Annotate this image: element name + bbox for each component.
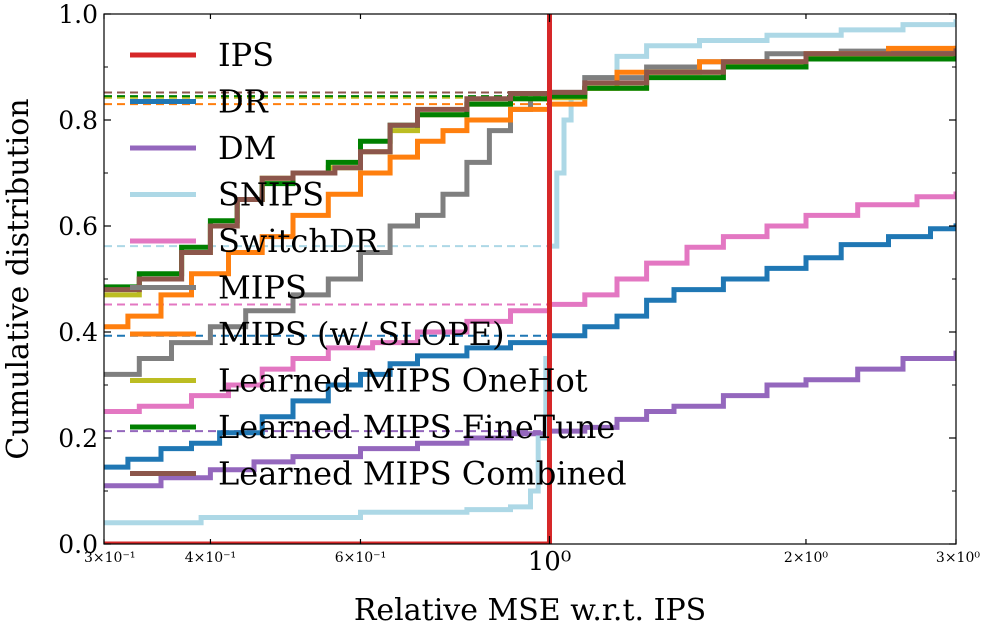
curve-dr (104, 223, 956, 470)
legend-label-snips: SNIPS (218, 176, 324, 214)
x-axis-label: Relative MSE w.r.t. IPS (354, 593, 706, 628)
legend-label-learned-mips-onehot: Learned MIPS OneHot (218, 362, 588, 400)
x-tick-label: 4×10⁻¹ (185, 550, 236, 566)
legend-label-mips-w-slope: MIPS (w/ SLOPE) (218, 315, 505, 353)
x-tick-label: 3×10⁻¹ (84, 550, 135, 566)
legend-label-learned-mips-finetune: Learned MIPS FineTune (218, 408, 615, 446)
x-tick-label: 10⁰ (528, 547, 572, 577)
legend: IPS DR DM SNIPS SwitchDR MIPS MIPS (w/ SLOPE) L… (130, 36, 627, 493)
y-tick-label: 0.6 (58, 212, 98, 241)
y-axis-label: Cumulative distribution (1, 98, 36, 459)
legend-label-ips: IPS (218, 36, 274, 74)
y-tick-label: 0.2 (58, 424, 98, 453)
curve-learned-mips-combined (104, 48, 956, 293)
y-tick-label: 0.0 (58, 530, 98, 559)
legend-label-dm: DM (218, 129, 276, 167)
curve-mips-w-slope (104, 45, 956, 330)
y-tick-label: 1.0 (58, 0, 98, 29)
axis-ticks: 0.0 0.2 0.4 0.6 0.8 1.0 3×10⁻¹ 4×10⁻¹ 6×10⁻¹ 10⁰ 2… (58, 0, 980, 577)
y-tick-label: 0.4 (58, 318, 98, 347)
x-tick-label: 6×10⁻¹ (335, 550, 386, 566)
legend-label-learned-mips-combined: Learned MIPS Combined (218, 455, 627, 493)
curve-snips (104, 19, 956, 526)
ips-reference-line (104, 14, 552, 545)
curve-dm (104, 350, 956, 489)
x-tick-label: 2×10⁰ (784, 550, 828, 566)
legend-label-dr: DR (218, 83, 269, 121)
cdf-curves (104, 19, 956, 526)
legend-label-mips: MIPS (218, 269, 307, 307)
legend-label-switchdr: SwitchDR (218, 222, 380, 260)
x-tick-label: 3×10⁰ (936, 550, 980, 566)
y-tick-label: 0.8 (58, 106, 98, 135)
